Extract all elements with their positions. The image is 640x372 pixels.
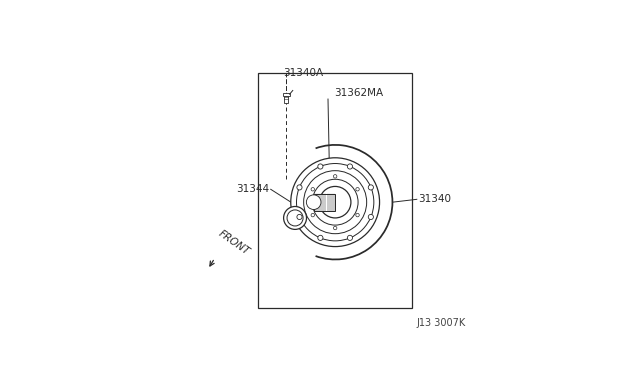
Circle shape: [356, 214, 359, 217]
Text: 31344: 31344: [236, 184, 269, 194]
Text: 31340A: 31340A: [284, 68, 324, 78]
Circle shape: [297, 214, 302, 219]
Circle shape: [311, 187, 314, 191]
Bar: [284, 93, 290, 96]
Circle shape: [287, 210, 303, 226]
Circle shape: [297, 185, 302, 190]
Circle shape: [284, 206, 307, 230]
Circle shape: [296, 164, 374, 241]
Circle shape: [368, 185, 373, 190]
Circle shape: [348, 164, 353, 169]
Circle shape: [312, 179, 358, 225]
Text: FRONT: FRONT: [216, 228, 251, 257]
Text: 31362MA: 31362MA: [333, 88, 383, 97]
Circle shape: [318, 164, 323, 169]
Text: J13 3007K: J13 3007K: [416, 318, 465, 328]
Circle shape: [333, 174, 337, 178]
Circle shape: [356, 187, 359, 191]
Circle shape: [319, 186, 351, 218]
Text: 31340: 31340: [418, 194, 451, 204]
Circle shape: [368, 214, 373, 219]
Circle shape: [348, 235, 353, 240]
Circle shape: [333, 226, 337, 230]
Bar: [284, 96, 289, 103]
Circle shape: [307, 195, 321, 209]
Circle shape: [291, 158, 380, 247]
Circle shape: [303, 171, 367, 234]
Bar: [314, 193, 335, 211]
Bar: [258, 73, 413, 308]
Circle shape: [318, 235, 323, 240]
Circle shape: [311, 214, 314, 217]
